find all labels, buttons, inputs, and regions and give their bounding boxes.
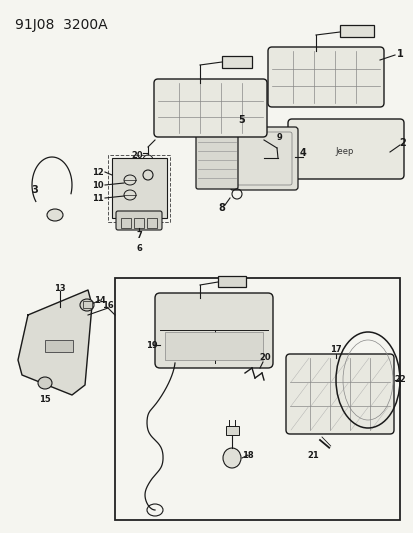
Text: 6: 6 <box>136 244 142 253</box>
Text: 10: 10 <box>92 181 104 190</box>
Bar <box>108 155 170 222</box>
Text: 11: 11 <box>92 193 104 203</box>
Ellipse shape <box>80 299 94 311</box>
FancyBboxPatch shape <box>287 119 403 179</box>
Text: 1: 1 <box>396 49 402 59</box>
Text: 12: 12 <box>92 167 104 176</box>
FancyBboxPatch shape <box>154 293 272 368</box>
Bar <box>134 218 144 228</box>
Text: 16: 16 <box>102 301 114 310</box>
FancyBboxPatch shape <box>116 211 161 230</box>
Text: 22: 22 <box>393 376 405 384</box>
Ellipse shape <box>223 448 240 468</box>
Bar <box>83 301 92 308</box>
Text: 20: 20 <box>131 150 142 159</box>
Bar <box>221 56 252 68</box>
Bar <box>115 278 399 520</box>
Ellipse shape <box>47 209 63 221</box>
Text: 4: 4 <box>299 148 306 158</box>
Bar <box>339 25 373 37</box>
Text: 20: 20 <box>259 353 270 362</box>
Text: 13: 13 <box>54 284 66 293</box>
Bar <box>112 158 166 218</box>
Ellipse shape <box>38 377 52 389</box>
Text: 5: 5 <box>238 115 245 125</box>
Text: 2: 2 <box>399 138 406 148</box>
Text: 8: 8 <box>218 203 225 213</box>
Text: 21: 21 <box>306 450 318 459</box>
Bar <box>45 340 73 352</box>
Bar <box>147 218 157 228</box>
Bar <box>218 276 245 287</box>
Text: 14: 14 <box>94 295 106 304</box>
FancyBboxPatch shape <box>285 354 393 434</box>
Polygon shape <box>18 290 92 395</box>
Text: 7: 7 <box>136 230 142 239</box>
FancyBboxPatch shape <box>230 127 297 190</box>
Bar <box>165 332 262 360</box>
Text: Jeep: Jeep <box>335 147 354 156</box>
Bar <box>225 426 238 435</box>
Text: 9: 9 <box>276 133 282 141</box>
Text: 3: 3 <box>31 185 38 195</box>
Text: 17: 17 <box>330 345 341 354</box>
Bar <box>121 218 131 228</box>
Text: 91J08  3200A: 91J08 3200A <box>15 18 107 32</box>
Text: 18: 18 <box>242 450 253 459</box>
Text: 15: 15 <box>39 395 51 405</box>
FancyBboxPatch shape <box>267 47 383 107</box>
FancyBboxPatch shape <box>195 128 237 189</box>
Text: 19: 19 <box>146 341 157 350</box>
FancyBboxPatch shape <box>154 79 266 137</box>
